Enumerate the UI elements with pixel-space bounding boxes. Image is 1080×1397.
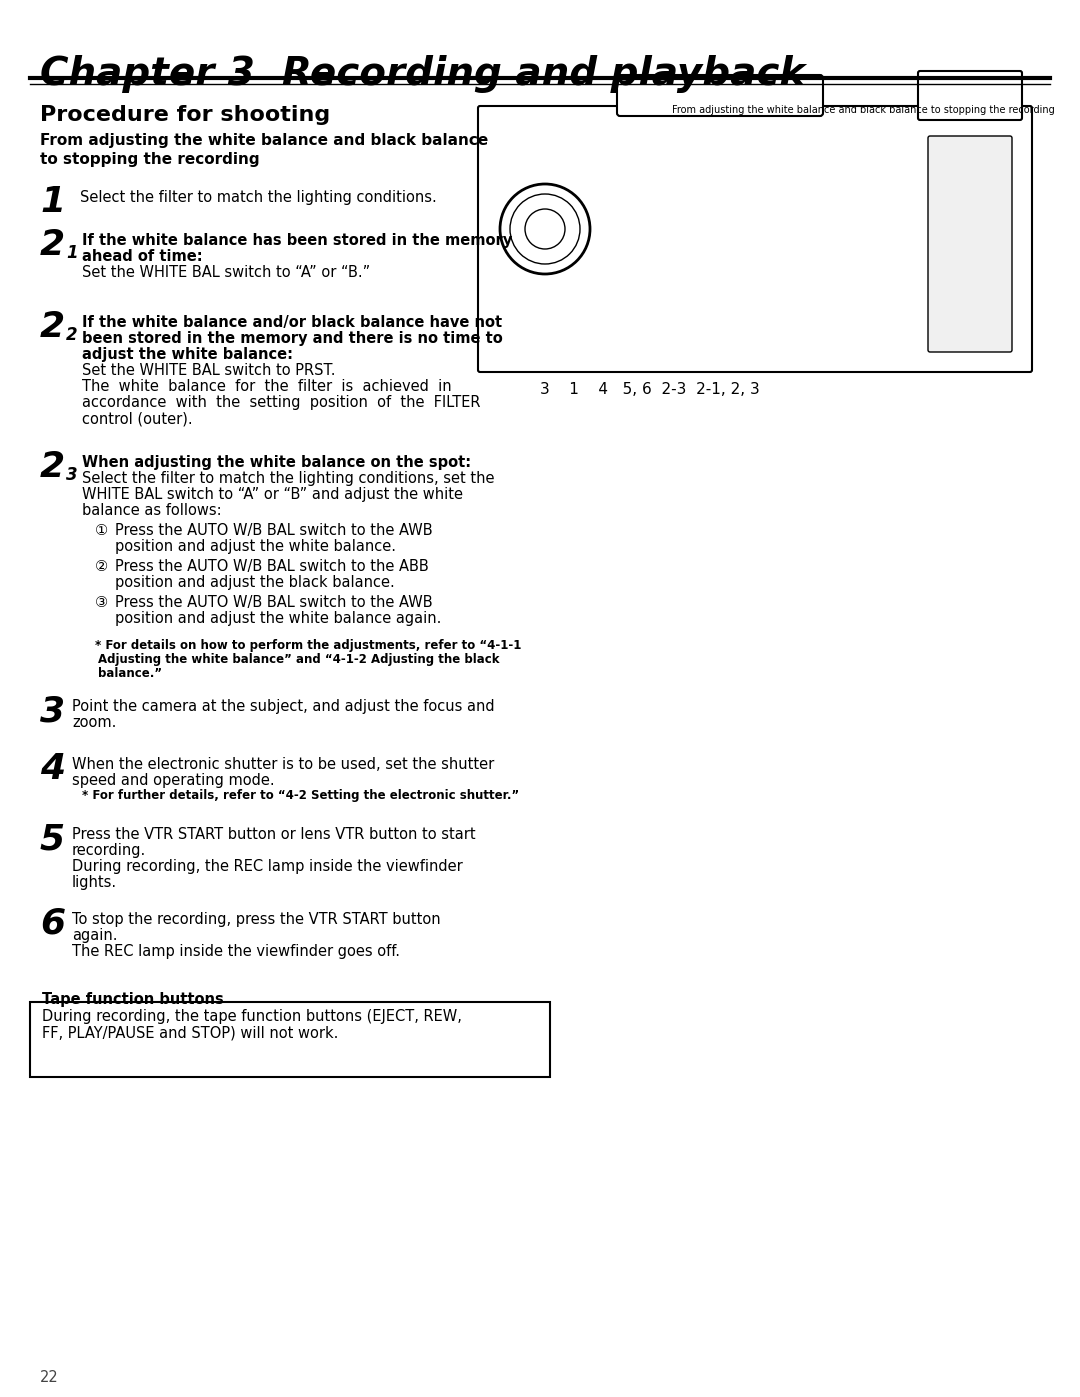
- Text: 2: 2: [40, 310, 65, 344]
- FancyBboxPatch shape: [478, 106, 1032, 372]
- Text: control (outer).: control (outer).: [82, 411, 192, 426]
- Text: ①: ①: [95, 522, 108, 538]
- Text: been stored in the memory and there is no time to: been stored in the memory and there is n…: [82, 331, 503, 346]
- Text: ②: ②: [95, 559, 108, 574]
- FancyBboxPatch shape: [918, 71, 1022, 120]
- Text: to stopping the recording: to stopping the recording: [40, 152, 259, 168]
- FancyBboxPatch shape: [617, 75, 823, 116]
- Text: 3    1    4   5, 6  2-3  2-1, 2, 3: 3 1 4 5, 6 2-3 2-1, 2, 3: [540, 381, 759, 397]
- Text: If the white balance and/or black balance have not: If the white balance and/or black balanc…: [82, 314, 502, 330]
- Text: To stop the recording, press the VTR START button: To stop the recording, press the VTR STA…: [72, 912, 441, 928]
- Text: From adjusting the white balance and black balance: From adjusting the white balance and bla…: [40, 133, 488, 148]
- Text: Press the VTR START button or lens VTR button to start: Press the VTR START button or lens VTR b…: [72, 827, 475, 842]
- Text: again.: again.: [72, 928, 118, 943]
- Text: 6: 6: [40, 907, 65, 942]
- Text: Chapter 3  Recording and playback: Chapter 3 Recording and playback: [40, 54, 806, 94]
- Text: Press the AUTO W/B BAL switch to the AWB: Press the AUTO W/B BAL switch to the AWB: [114, 595, 433, 610]
- Text: speed and operating mode.: speed and operating mode.: [72, 773, 274, 788]
- Text: 4: 4: [40, 752, 65, 787]
- Text: recording.: recording.: [72, 842, 146, 858]
- Text: * For further details, refer to “4-2 Setting the electronic shutter.”: * For further details, refer to “4-2 Set…: [82, 789, 519, 802]
- Text: Press the AUTO W/B BAL switch to the ABB: Press the AUTO W/B BAL switch to the ABB: [114, 559, 429, 574]
- Text: 1: 1: [40, 184, 65, 219]
- Text: Select the filter to match the lighting conditions.: Select the filter to match the lighting …: [80, 190, 436, 205]
- Text: lights.: lights.: [72, 875, 117, 890]
- Text: During recording, the REC lamp inside the viewfinder: During recording, the REC lamp inside th…: [72, 859, 462, 875]
- Text: 22: 22: [40, 1370, 58, 1384]
- Text: ahead of time:: ahead of time:: [82, 249, 203, 264]
- Text: During recording, the tape function buttons (EJECT, REW,: During recording, the tape function butt…: [42, 1009, 462, 1024]
- Text: Select the filter to match the lighting conditions, set the: Select the filter to match the lighting …: [82, 471, 495, 486]
- FancyBboxPatch shape: [928, 136, 1012, 352]
- Text: Point the camera at the subject, and adjust the focus and: Point the camera at the subject, and adj…: [72, 698, 495, 714]
- Text: balance.”: balance.”: [98, 666, 162, 680]
- Text: Set the WHITE BAL switch to PRST.: Set the WHITE BAL switch to PRST.: [82, 363, 336, 379]
- Text: 5: 5: [40, 821, 65, 856]
- Text: WHITE BAL switch to “A” or “B” and adjust the white: WHITE BAL switch to “A” or “B” and adjus…: [82, 488, 463, 502]
- FancyBboxPatch shape: [30, 1002, 550, 1077]
- Text: 2: 2: [40, 450, 65, 483]
- Text: The REC lamp inside the viewfinder goes off.: The REC lamp inside the viewfinder goes …: [72, 944, 400, 958]
- Text: Tape function buttons: Tape function buttons: [42, 992, 224, 1007]
- Text: 3: 3: [66, 467, 78, 483]
- Text: balance as follows:: balance as follows:: [82, 503, 221, 518]
- Text: From adjusting the white balance and black balance to stopping the recording: From adjusting the white balance and bla…: [672, 105, 1055, 115]
- Text: Adjusting the white balance” and “4-1-2 Adjusting the black: Adjusting the white balance” and “4-1-2 …: [98, 652, 499, 666]
- Text: Procedure for shooting: Procedure for shooting: [40, 105, 330, 124]
- Text: ③: ③: [95, 595, 108, 610]
- Text: position and adjust the white balance.: position and adjust the white balance.: [114, 539, 396, 555]
- Text: 3: 3: [40, 694, 65, 728]
- Text: zoom.: zoom.: [72, 715, 117, 731]
- Text: 2: 2: [66, 326, 78, 344]
- Text: position and adjust the white balance again.: position and adjust the white balance ag…: [114, 610, 442, 626]
- Text: When adjusting the white balance on the spot:: When adjusting the white balance on the …: [82, 455, 471, 469]
- Text: adjust the white balance:: adjust the white balance:: [82, 346, 293, 362]
- Text: The  white  balance  for  the  filter  is  achieved  in: The white balance for the filter is achi…: [82, 379, 451, 394]
- Text: If the white balance has been stored in the memory: If the white balance has been stored in …: [82, 233, 512, 249]
- Text: When the electronic shutter is to be used, set the shutter: When the electronic shutter is to be use…: [72, 757, 495, 773]
- Text: Set the WHITE BAL switch to “A” or “B.”: Set the WHITE BAL switch to “A” or “B.”: [82, 265, 370, 279]
- Text: accordance  with  the  setting  position  of  the  FILTER: accordance with the setting position of …: [82, 395, 481, 409]
- Text: * For details on how to perform the adjustments, refer to “4-1-1: * For details on how to perform the adju…: [95, 638, 522, 652]
- Text: Press the AUTO W/B BAL switch to the AWB: Press the AUTO W/B BAL switch to the AWB: [114, 522, 433, 538]
- Text: 1: 1: [66, 244, 78, 263]
- Text: FF, PLAY/PAUSE and STOP) will not work.: FF, PLAY/PAUSE and STOP) will not work.: [42, 1025, 338, 1039]
- Text: position and adjust the black balance.: position and adjust the black balance.: [114, 576, 395, 590]
- Text: 2: 2: [40, 228, 65, 263]
